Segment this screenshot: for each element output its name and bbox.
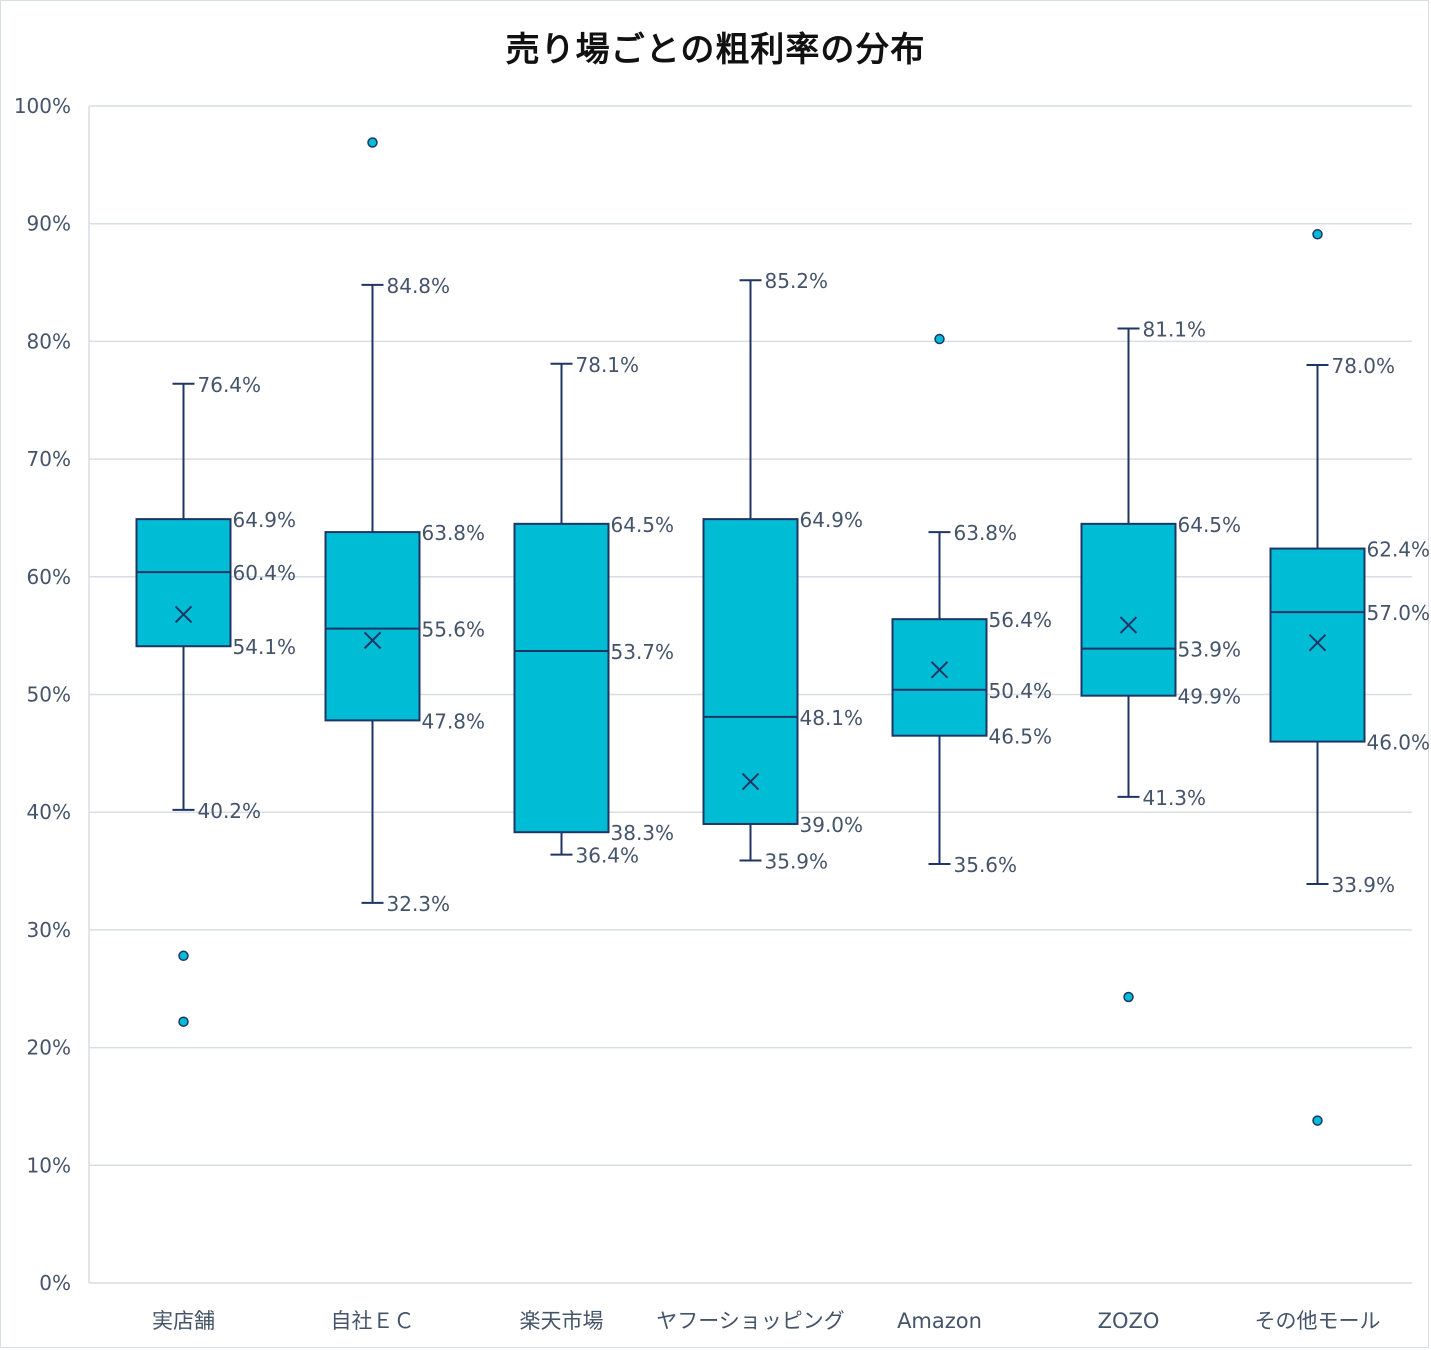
iqr-box bbox=[135, 518, 232, 648]
outlier-point bbox=[934, 333, 945, 345]
mean-marker bbox=[1308, 634, 1327, 652]
box-group: 85.2% 35.9% 64.9% 39.0% 48.1% bbox=[702, 269, 864, 873]
y-tick-label: 60% bbox=[27, 565, 71, 589]
median-label: 60.4% bbox=[233, 561, 297, 585]
q1-label: 39.0% bbox=[800, 813, 864, 837]
y-tick-label: 0% bbox=[39, 1271, 71, 1295]
y-tick-label: 100% bbox=[14, 94, 71, 118]
y-axis-tick-labels: 0% 10% 20% 30% 40% 50% 60% 70% 80% 90% 100% bbox=[14, 94, 71, 1295]
y-tick-label: 20% bbox=[27, 1036, 71, 1060]
outlier-point bbox=[1312, 1115, 1323, 1126]
x-category-label: 実店舗 bbox=[152, 1309, 215, 1333]
min-label: 36.4% bbox=[576, 844, 640, 868]
iqr-box bbox=[513, 522, 610, 834]
median-label: 53.9% bbox=[1178, 638, 1242, 662]
box-group: 63.8% 35.6% 56.4% 46.5% 50.4% bbox=[891, 333, 1053, 877]
box-group: 78.0% 33.9% 62.4% 46.0% 57.0% bbox=[1269, 229, 1431, 1126]
min-label: 33.9% bbox=[1332, 873, 1396, 897]
outlier-point bbox=[1312, 229, 1323, 240]
q3-label: 64.5% bbox=[1178, 513, 1242, 537]
min-label: 41.3% bbox=[1143, 786, 1207, 810]
box-group: 81.1% 41.3% 64.5% 49.9% 53.9% bbox=[1080, 317, 1242, 1003]
y-tick-label: 50% bbox=[27, 683, 71, 707]
q3-label: 62.4% bbox=[1367, 538, 1431, 562]
box-group: 78.1% 36.4% 64.5% 38.3% 53.7% bbox=[513, 353, 675, 868]
x-category-label: その他モール bbox=[1255, 1309, 1381, 1333]
q1-label: 49.9% bbox=[1178, 685, 1242, 709]
iqr-box bbox=[1080, 522, 1177, 697]
outlier-point bbox=[178, 950, 189, 962]
q3-label: 63.8% bbox=[422, 521, 486, 545]
q3-label: 64.9% bbox=[233, 508, 297, 532]
q1-label: 47.8% bbox=[422, 709, 486, 733]
median-label: 53.7% bbox=[611, 640, 675, 664]
q3-label: 64.9% bbox=[800, 508, 864, 532]
iqr-box bbox=[1269, 547, 1366, 743]
x-axis-category-labels: 実店舗 自社ＥＣ 楽天市場 ヤフーショッピング Amazon ZOZO その他モール bbox=[152, 1309, 1381, 1333]
box-group: 84.8% 32.3% 63.8% 47.8% 55.6% bbox=[324, 137, 486, 916]
median-label: 48.1% bbox=[800, 706, 864, 730]
q3-label: 64.5% bbox=[611, 513, 675, 537]
chart-title: 売り場ごとの粗利率の分布 bbox=[505, 30, 926, 70]
mean-marker bbox=[1119, 616, 1138, 634]
y-tick-label: 90% bbox=[27, 212, 71, 236]
x-category-label: 楽天市場 bbox=[520, 1309, 604, 1333]
mean-marker bbox=[930, 661, 949, 679]
q1-label: 54.1% bbox=[233, 635, 297, 659]
q1-label: 38.3% bbox=[611, 821, 675, 845]
x-category-label: ZOZO bbox=[1098, 1309, 1160, 1333]
q1-label: 46.0% bbox=[1367, 731, 1431, 755]
x-category-label: 自社ＥＣ bbox=[331, 1309, 415, 1333]
min-label: 35.6% bbox=[954, 853, 1018, 877]
median-label: 57.0% bbox=[1367, 601, 1431, 625]
median-label: 55.6% bbox=[422, 618, 486, 642]
min-label: 32.3% bbox=[387, 892, 451, 916]
median-label: 50.4% bbox=[989, 679, 1053, 703]
max-label: 78.1% bbox=[576, 353, 640, 377]
max-label: 81.1% bbox=[1143, 317, 1207, 341]
outlier-point bbox=[367, 137, 378, 148]
mean-marker bbox=[363, 631, 382, 650]
min-label: 35.9% bbox=[765, 849, 829, 873]
box-group: 76.4% 40.2% 64.9% 54.1% 60.4% bbox=[135, 373, 297, 1027]
y-tick-label: 40% bbox=[27, 800, 71, 824]
max-label: 63.8% bbox=[954, 521, 1018, 545]
y-tick-label: 30% bbox=[27, 918, 71, 942]
mean-marker bbox=[174, 605, 193, 624]
max-label: 78.0% bbox=[1332, 354, 1396, 378]
q1-label: 46.5% bbox=[989, 725, 1053, 749]
max-label: 76.4% bbox=[198, 373, 262, 397]
q3-label: 56.4% bbox=[989, 608, 1053, 632]
max-label: 85.2% bbox=[765, 269, 829, 293]
mean-marker bbox=[741, 772, 760, 791]
iqr-box bbox=[891, 618, 988, 737]
box-series: 76.4% 40.2% 64.9% 54.1% 60.4% 84.8% 32.3% 63.8%… bbox=[135, 137, 1431, 1126]
iqr-box bbox=[702, 518, 799, 825]
max-label: 84.8% bbox=[387, 274, 451, 298]
outlier-point bbox=[178, 1016, 189, 1027]
y-tick-label: 10% bbox=[27, 1153, 71, 1177]
iqr-box bbox=[324, 531, 421, 722]
y-tick-label: 80% bbox=[27, 329, 71, 353]
y-tick-label: 70% bbox=[27, 447, 71, 471]
x-category-label: Amazon bbox=[897, 1309, 982, 1333]
outlier-point bbox=[1123, 991, 1134, 1003]
x-category-label: ヤフーショッピング bbox=[656, 1309, 845, 1333]
min-label: 40.2% bbox=[198, 799, 262, 823]
